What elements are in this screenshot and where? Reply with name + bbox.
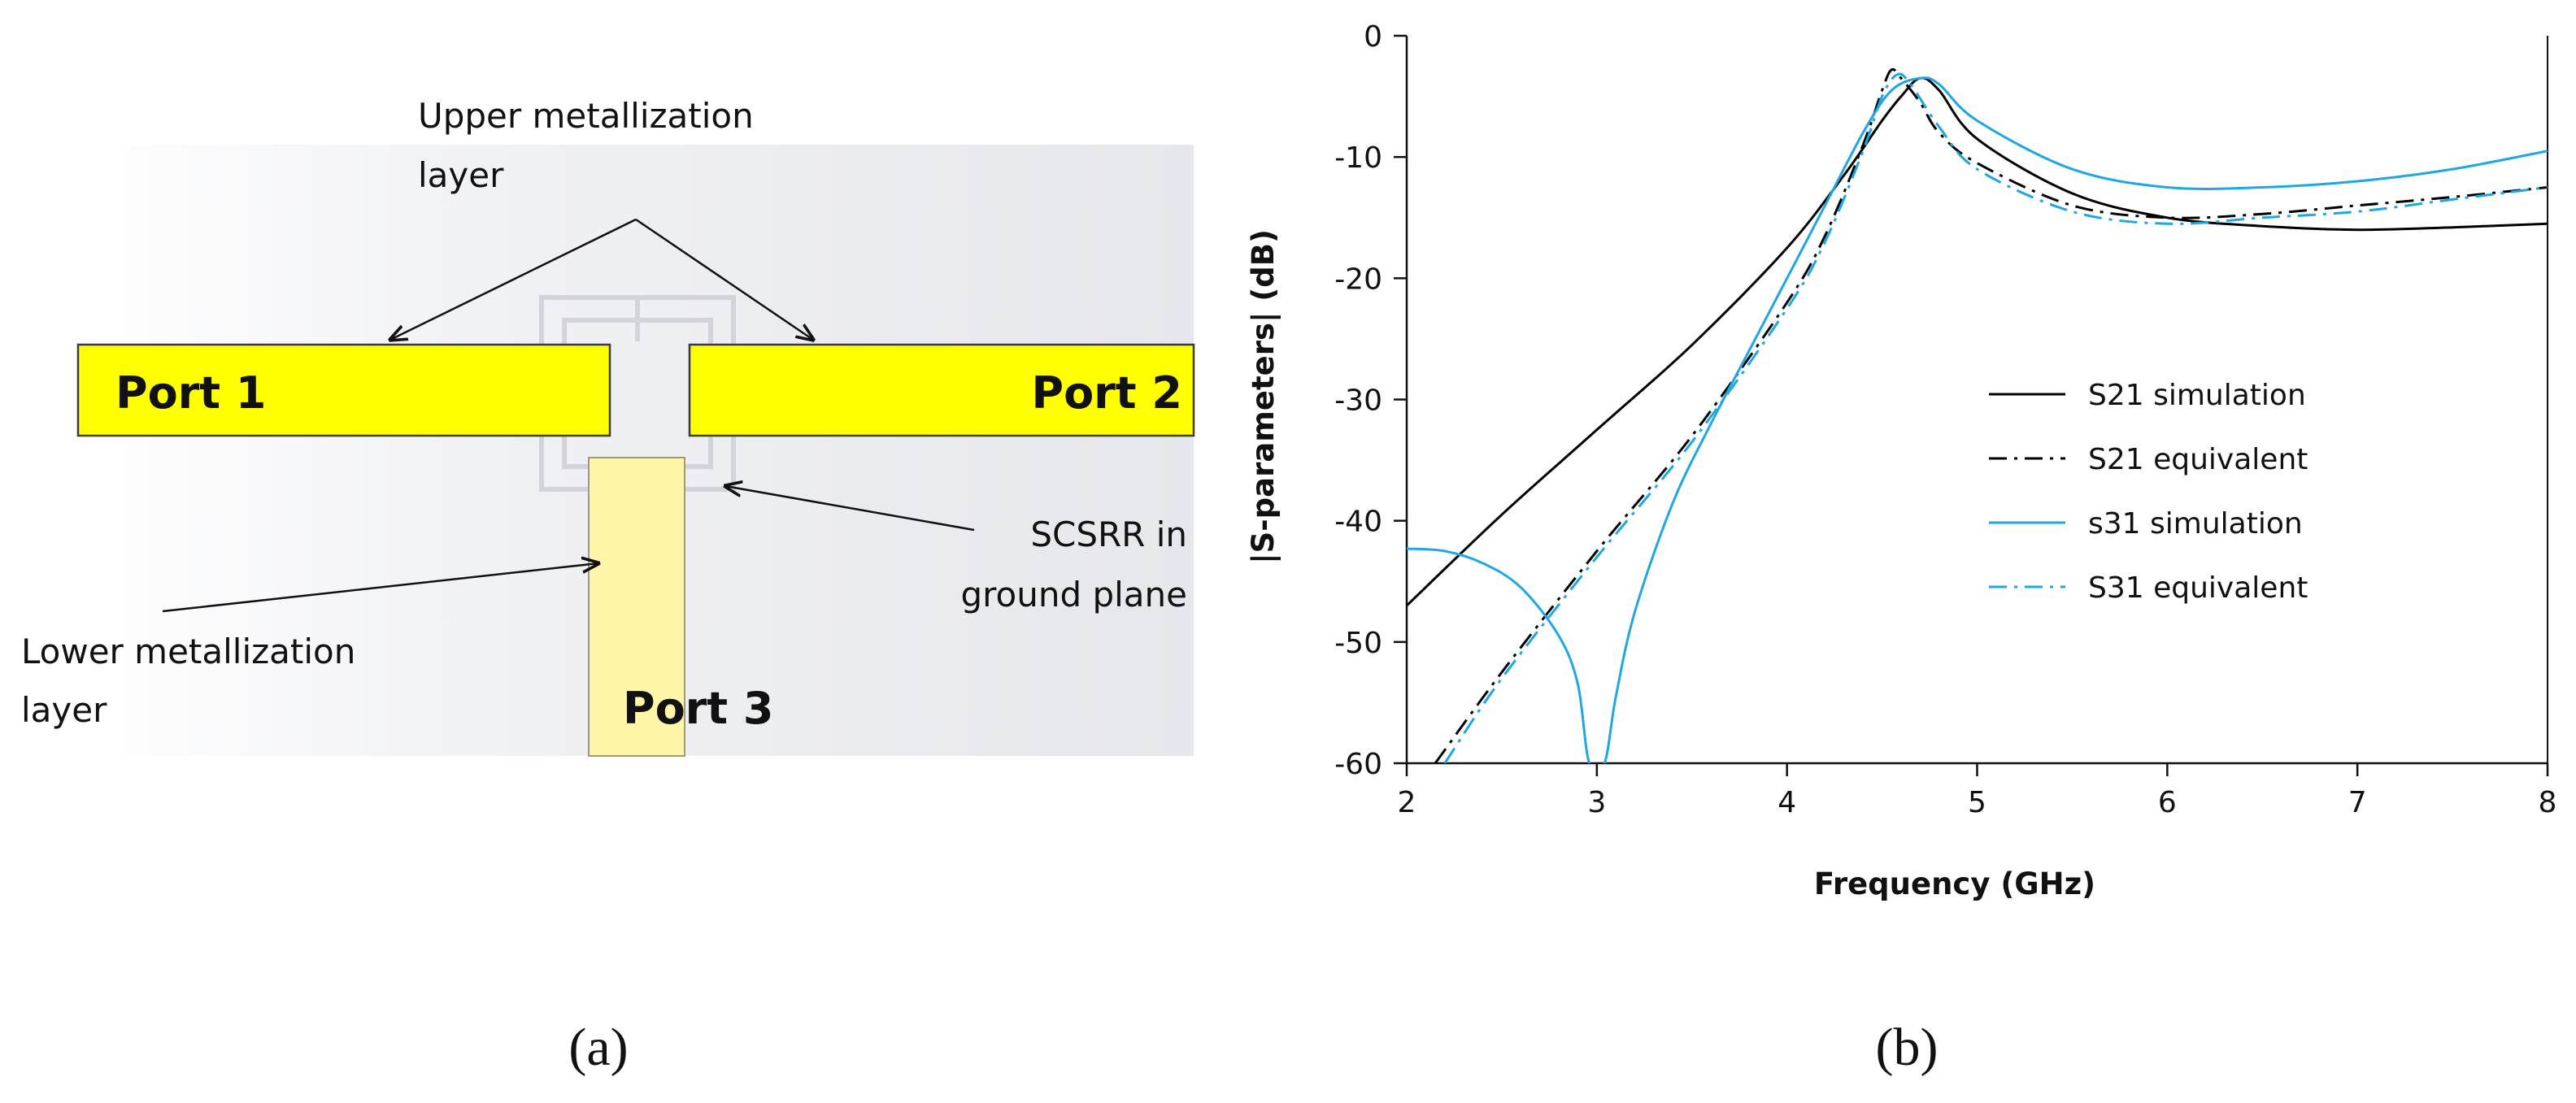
- x-tick-label: 5: [1968, 786, 1986, 819]
- scsrr-arrow: [725, 486, 975, 532]
- series-line-3: [1407, 76, 2548, 763]
- panel-a-caption: (a): [568, 1018, 628, 1077]
- panel-b-caption: (b): [1876, 1018, 1939, 1077]
- scsrr-label-line2: ground plane: [961, 575, 1187, 614]
- y-tick-label: -20: [1334, 263, 1382, 296]
- series-line-4: [1443, 72, 2548, 763]
- x-tick-label: 3: [1587, 786, 1606, 819]
- legend-label-4: S31 equivalent: [2088, 571, 2308, 605]
- lower-layer-label-line1: Lower metallization: [21, 632, 355, 671]
- y-tick-label: -40: [1334, 506, 1382, 539]
- y-tick-label: -50: [1334, 627, 1382, 660]
- panel-a-diagram: Port 1 Port 2 Port 3 Upper metallization…: [21, 96, 1195, 757]
- port3-strip: [588, 457, 685, 757]
- port1-label: Port 1: [115, 367, 267, 419]
- series-line-1: [1407, 76, 2548, 607]
- x-tick-label: 6: [2158, 786, 2177, 819]
- axis-ticks: 2 3 4 5 6 7 8 0 -10 -20 -30 -40 -50 -60: [1334, 20, 2556, 819]
- upper-layer-arrow-left: [390, 218, 637, 340]
- s-parameter-chart: 2 3 4 5 6 7 8 0 -10 -20 -30 -40 -50 -60 Frequency (GH…: [1246, 20, 2556, 901]
- y-tick-label: 0: [1364, 20, 1382, 54]
- x-tick-label: 4: [1778, 786, 1796, 819]
- y-tick-label: -60: [1334, 748, 1382, 781]
- plot-area: [1405, 36, 2548, 765]
- lower-layer-label-line2: layer: [21, 690, 107, 730]
- upper-layer-label-line1: Upper metallization: [418, 96, 754, 136]
- lower-layer-arrow: [162, 563, 598, 613]
- x-tick-label: 2: [1398, 786, 1416, 819]
- x-axis-label: Frequency (GHz): [1814, 866, 2095, 901]
- y-axis-label: |S-parameters| (dB): [1246, 229, 1281, 564]
- legend-label-1: S21 simulation: [2088, 379, 2306, 412]
- upper-layer-label-line2: layer: [418, 155, 504, 195]
- series-layer: [1407, 67, 2548, 763]
- port3-label: Port 3: [623, 683, 774, 734]
- legend-label-2: S21 equivalent: [2088, 443, 2308, 476]
- y-tick-label: -30: [1334, 384, 1382, 418]
- port2-strip: [688, 343, 1195, 437]
- upper-layer-arrow-right: [635, 218, 813, 340]
- series-line-2: [1434, 67, 2548, 763]
- port1-strip: [76, 343, 611, 437]
- x-tick-label: 7: [2348, 786, 2367, 819]
- legend: S21 simulation S21 equivalent s31 simulati…: [1989, 379, 2308, 605]
- y-tick-label: -10: [1334, 141, 1382, 175]
- port2-label: Port 2: [1032, 367, 1183, 419]
- scsrr-label-line1: SCSRR in: [1030, 515, 1187, 554]
- x-tick-label: 8: [2539, 786, 2557, 819]
- legend-label-3: s31 simulation: [2088, 507, 2303, 541]
